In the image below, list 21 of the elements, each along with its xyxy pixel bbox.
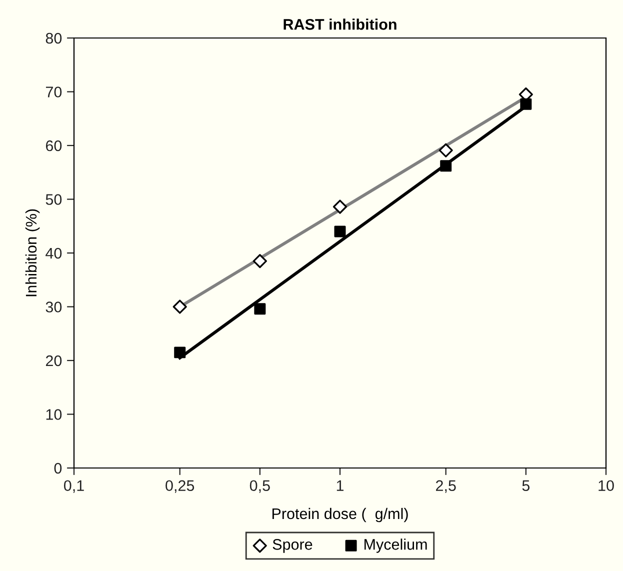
x-tick-label: 0,1 bbox=[64, 480, 84, 493]
y-tick-label: 50 bbox=[46, 194, 62, 205]
x-tick-label: 2,5 bbox=[436, 480, 456, 493]
y-tick-label: 20 bbox=[46, 355, 62, 366]
chart-title: RAST inhibition bbox=[284, 18, 396, 30]
y-tick-label: 10 bbox=[46, 409, 62, 420]
x-axis-title: Protein dose ( g/ml) bbox=[272, 508, 408, 522]
y-tick-label: 40 bbox=[46, 248, 62, 259]
x-tick-label: 5 bbox=[522, 480, 530, 492]
x-tick-label: 10 bbox=[598, 480, 614, 492]
legend-label: Mycelium bbox=[364, 538, 427, 553]
y-tick-label: 30 bbox=[46, 302, 62, 312]
legend-label: Spore bbox=[272, 539, 312, 553]
y-tick-label: 70 bbox=[46, 86, 62, 98]
y-axis-title: Inhibition (%) bbox=[25, 209, 40, 296]
x-tick-label: 0,5 bbox=[250, 480, 270, 493]
y-tick-label: 60 bbox=[46, 140, 62, 152]
y-tick-label: 0 bbox=[54, 462, 62, 474]
x-tick-label: 1 bbox=[336, 480, 344, 491]
x-tick-label: 0,25 bbox=[166, 480, 194, 493]
y-tick-label: 80 bbox=[46, 32, 62, 44]
